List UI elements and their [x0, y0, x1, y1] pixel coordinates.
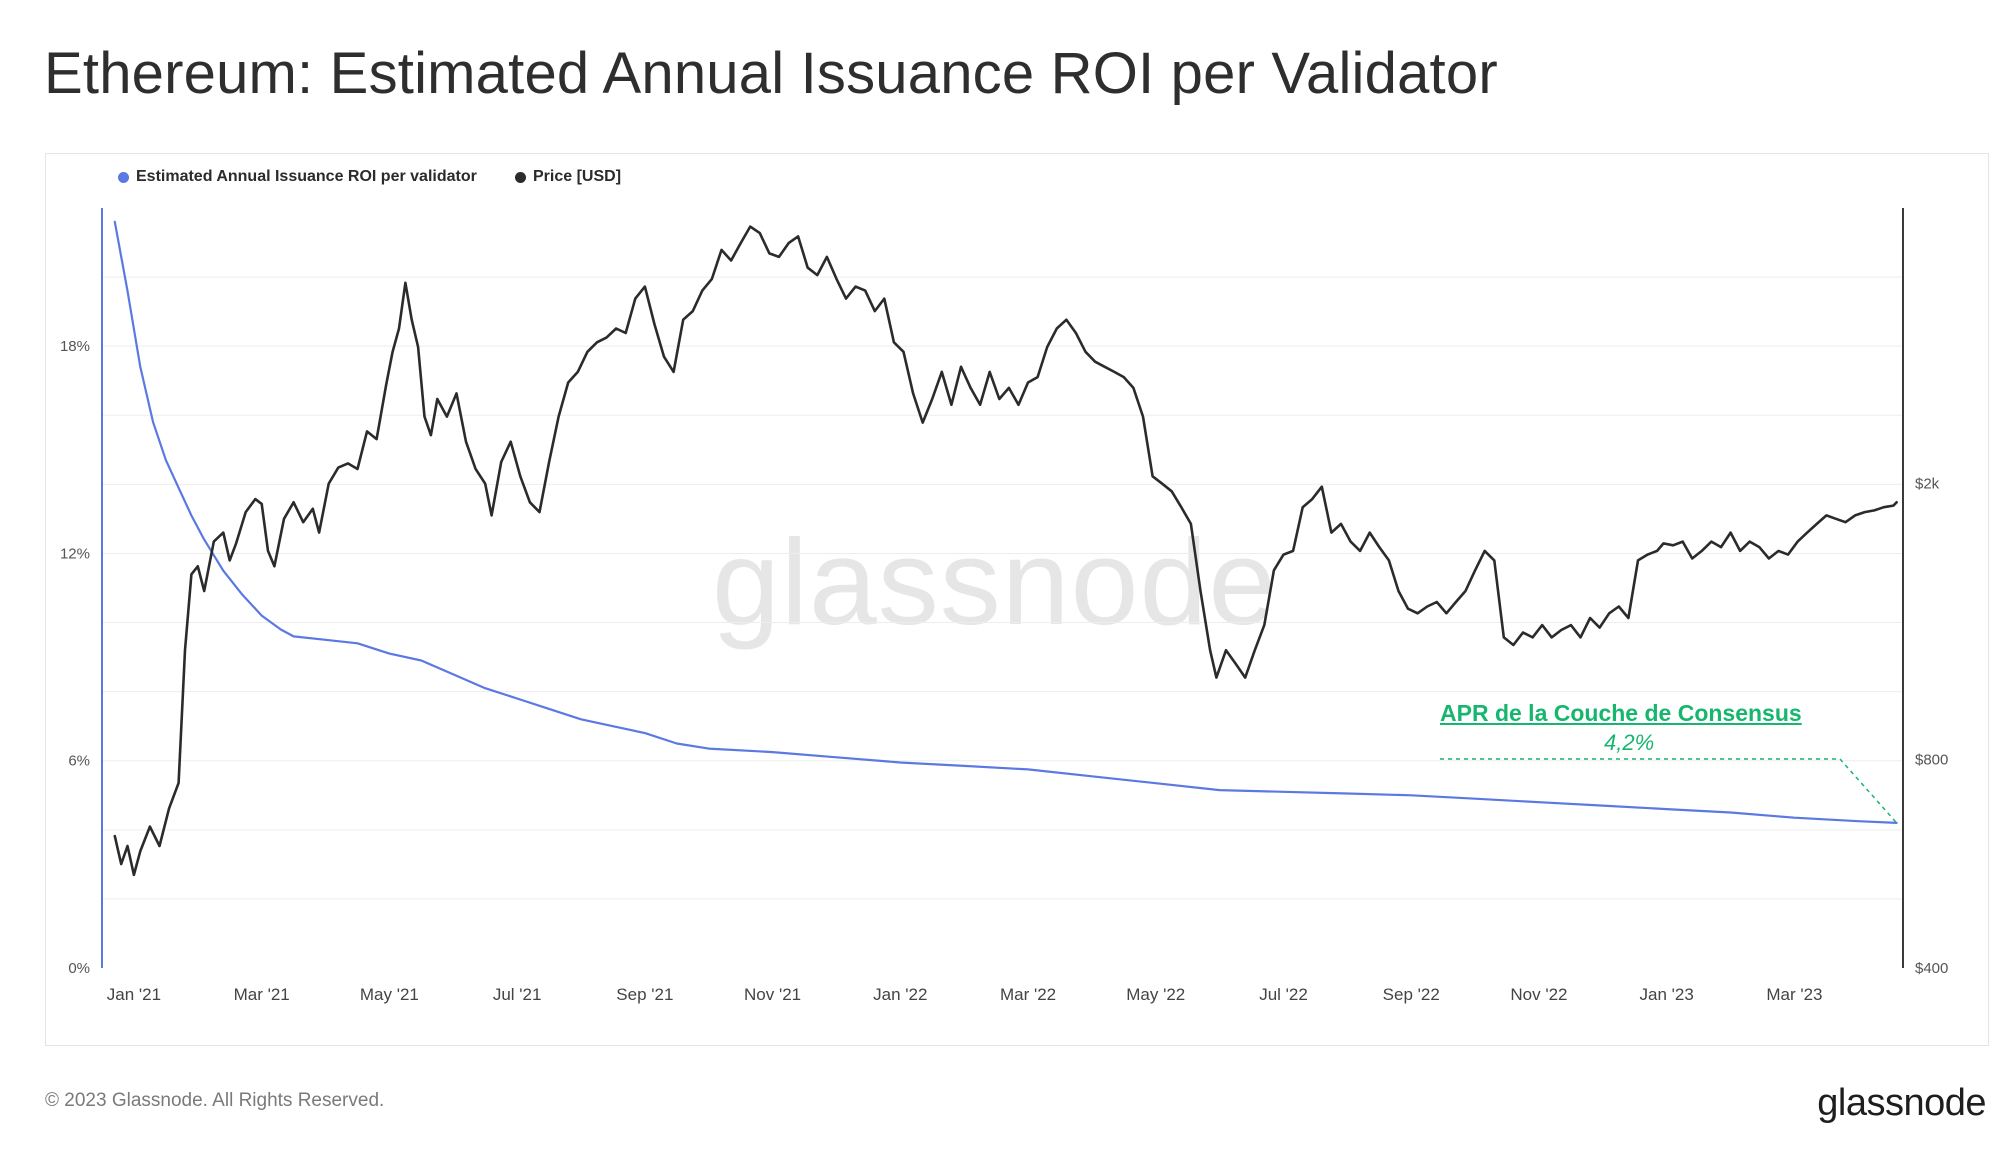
y-left-tick-label-2: 12%: [60, 545, 90, 562]
page-title: Ethereum: Estimated Annual Issuance ROI …: [44, 41, 1498, 106]
y-left-tick-label-0: 0%: [68, 960, 90, 977]
legend-item-roi[interactable]: Estimated Annual Issuance ROI per valida…: [118, 168, 477, 186]
watermark: glassnode: [712, 514, 1278, 650]
y-right-tick-label-2: $2k: [1915, 476, 1940, 493]
x-tick-label-3: Jul '21: [493, 985, 542, 1004]
y-left-tick-label-3: 18%: [60, 338, 90, 355]
x-tick-label-10: Sep '22: [1383, 985, 1440, 1004]
x-tick-label-7: Mar '22: [1000, 985, 1056, 1004]
x-tick-label-13: Mar '23: [1766, 985, 1822, 1004]
footer-copyright: © 2023 Glassnode. All Rights Reserved.: [45, 1090, 385, 1111]
x-tick-label-8: May '22: [1126, 985, 1185, 1004]
annotation-leader: [1440, 758, 1898, 824]
y-right-tick-label-1: $800: [1915, 751, 1948, 768]
annotation-title: APR de la Couche de Consensus: [1440, 700, 1802, 726]
y-left-tick-label-1: 6%: [68, 753, 90, 770]
legend-price-label: Price [USD]: [533, 168, 622, 185]
x-tick-label-4: Sep '21: [616, 985, 673, 1004]
x-tick-label-0: Jan '21: [107, 985, 161, 1004]
glassnode-logo[interactable]: glassnode: [1817, 1082, 1986, 1124]
x-tick-label-1: Mar '21: [234, 985, 290, 1004]
roi-line: [113, 220, 1898, 824]
x-tick-label-12: Jan '23: [1640, 985, 1694, 1004]
legend-roi-dot-icon: [118, 171, 129, 183]
y-right-tick-label-0: $400: [1915, 960, 1948, 977]
x-tick-label-5: Nov '21: [744, 985, 801, 1004]
x-tick-label-9: Jul '22: [1259, 985, 1308, 1004]
x-tick-label-2: May '21: [360, 985, 419, 1004]
chart-panel: [45, 153, 1989, 1046]
price-line: [113, 225, 1898, 877]
legend-price-dot-icon: [515, 171, 526, 183]
x-tick-label-11: Nov '22: [1510, 985, 1567, 1004]
legend-item-price[interactable]: Price [USD]: [515, 168, 621, 186]
x-tick-label-6: Jan '22: [873, 985, 927, 1004]
annotation-value: 4,2%: [1604, 730, 1655, 755]
legend-roi-label: Estimated Annual Issuance ROI per valida…: [136, 168, 477, 185]
